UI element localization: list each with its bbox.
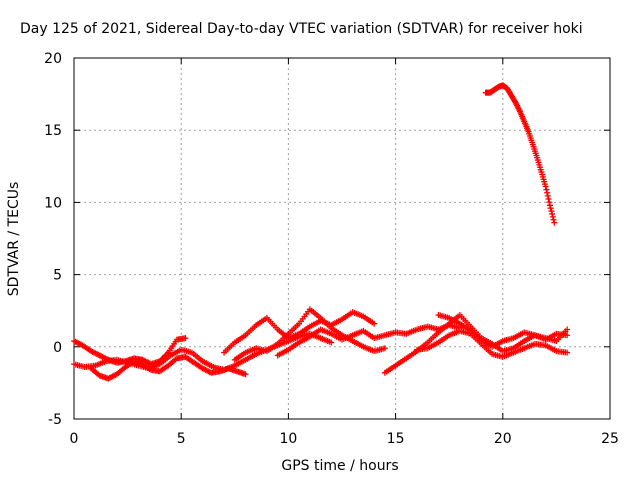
y-tick-label: 0 xyxy=(53,340,62,356)
data-point xyxy=(542,183,549,190)
data-points xyxy=(71,82,571,382)
y-tick-label: 20 xyxy=(44,51,62,67)
axis-ticks: 0 5 10 15 20 25 -5 0 5 10 15 20 xyxy=(44,51,619,447)
data-point xyxy=(162,352,169,359)
y-axis-label: SDTVAR / TECUs xyxy=(6,182,22,297)
data-point xyxy=(550,216,557,223)
data-point xyxy=(328,339,335,346)
data-point xyxy=(381,345,388,352)
series-arc-f xyxy=(274,322,463,359)
data-point xyxy=(547,205,554,212)
x-tick-label: 10 xyxy=(279,431,297,447)
data-point xyxy=(242,371,249,378)
plot-frame xyxy=(73,57,611,420)
x-tick-label: 25 xyxy=(601,431,619,447)
data-point xyxy=(564,332,571,339)
data-point xyxy=(564,349,571,356)
data-point xyxy=(546,202,553,209)
x-tick-label: 5 xyxy=(177,431,186,447)
data-point xyxy=(545,196,552,203)
y-tick-label: 5 xyxy=(53,268,62,284)
data-point xyxy=(549,210,556,217)
data-point xyxy=(543,186,550,193)
x-tick-label: 20 xyxy=(494,431,512,447)
series-arc-d xyxy=(221,309,378,356)
data-point xyxy=(546,199,553,206)
series-arc-high xyxy=(482,82,558,226)
data-point xyxy=(564,326,571,333)
series-arc-c xyxy=(88,353,249,382)
chart-title: Day 125 of 2021, Sidereal Day-to-day VTE… xyxy=(20,21,583,37)
data-point xyxy=(371,320,378,327)
data-point xyxy=(544,189,551,196)
series-arc-h xyxy=(414,327,571,360)
series-arc-i xyxy=(435,312,571,350)
data-point xyxy=(551,219,558,226)
x-tick-label: 15 xyxy=(387,431,405,447)
data-point xyxy=(549,213,556,220)
x-tick-label: 0 xyxy=(70,431,79,447)
data-point xyxy=(182,335,189,342)
y-tick-label: 10 xyxy=(44,195,62,211)
data-point xyxy=(548,208,555,215)
series-arc-e xyxy=(231,306,388,363)
x-axis-label: GPS time / hours xyxy=(281,458,398,474)
y-tick-label: -5 xyxy=(48,412,62,428)
data-point xyxy=(161,353,168,360)
data-point xyxy=(544,192,551,199)
series-arc-b xyxy=(71,335,189,368)
y-tick-label: 15 xyxy=(44,123,62,139)
